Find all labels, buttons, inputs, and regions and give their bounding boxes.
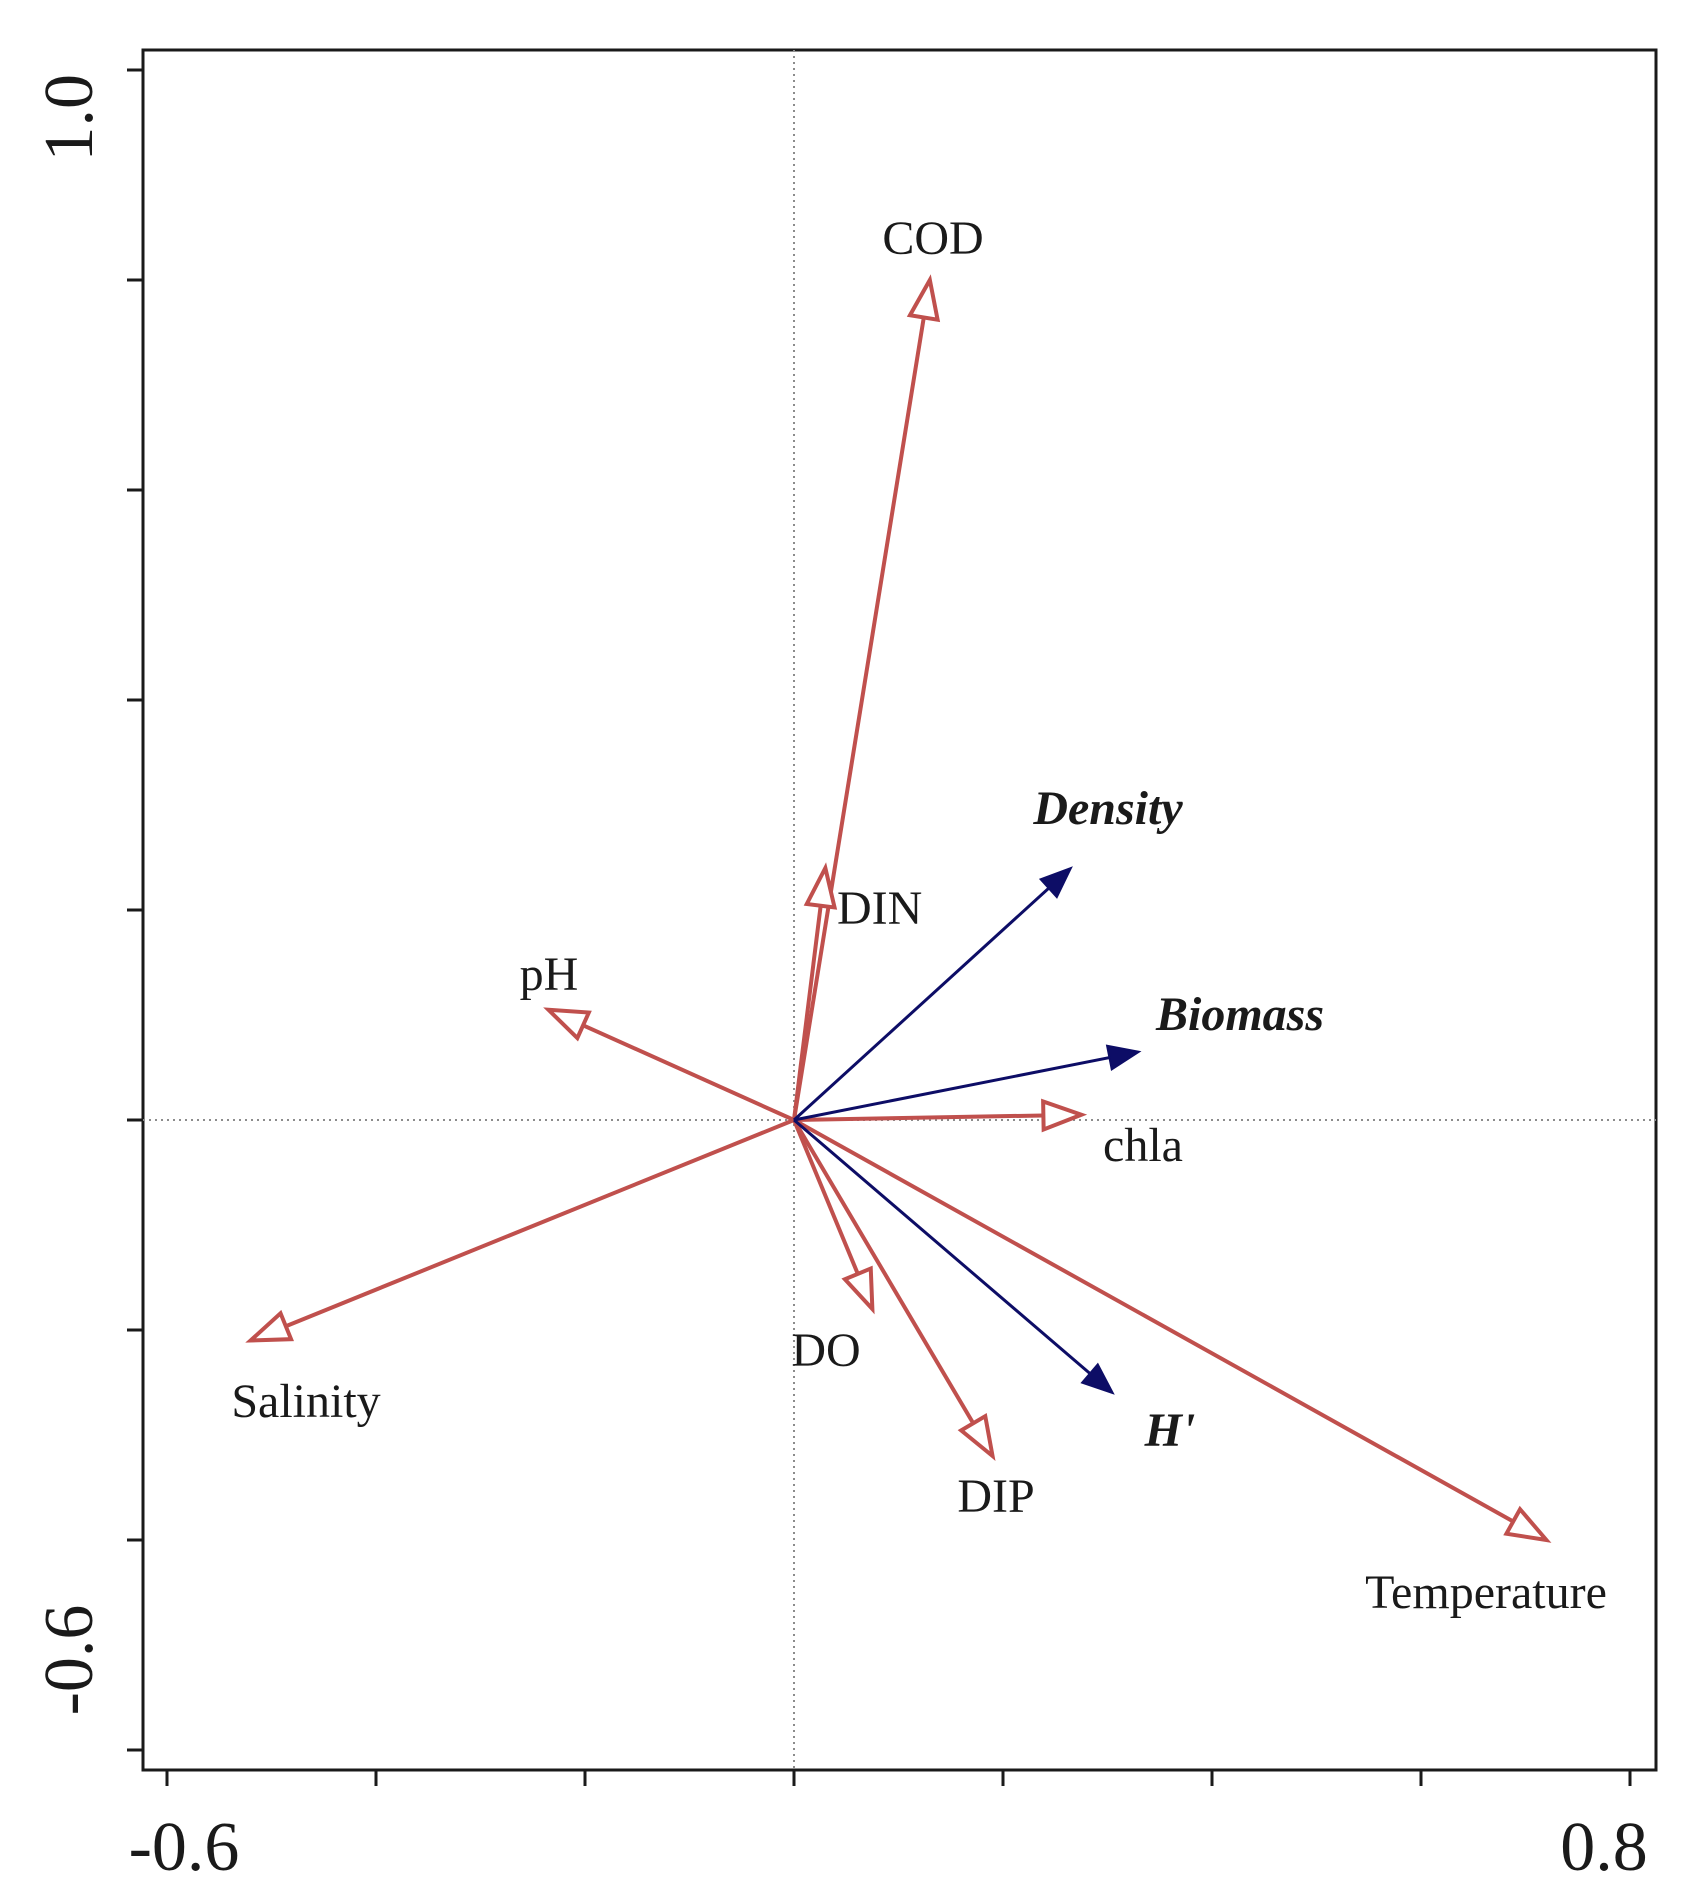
arrow-head [1080, 1362, 1115, 1395]
x-tick-label-min: -0.6 [129, 1809, 240, 1886]
arrow-chla [793, 1098, 1088, 1133]
arrow-shaft [792, 905, 823, 1121]
axis-ticks [127, 68, 1632, 1786]
arrow-head [1041, 1098, 1088, 1133]
label-ph: pH [520, 948, 579, 1001]
arrow-shaft [285, 1118, 795, 1329]
arrows-layer [245, 274, 1552, 1543]
arrow-temperature [793, 1118, 1552, 1543]
label-cod: COD [882, 212, 983, 265]
arrow-labels: COD DIN pH chla Salinity DO DIP Temperat… [231, 212, 1607, 1619]
label-do: DO [791, 1324, 860, 1377]
arrow-head [841, 1265, 875, 1315]
x-tick-label-max: 0.8 [1560, 1809, 1648, 1886]
y-tick-label-min: -0.6 [31, 1605, 108, 1716]
arrow-salinity [245, 1118, 795, 1343]
arrow-shaft [792, 317, 926, 1121]
label-temperature: Temperature [1365, 1566, 1607, 1619]
y-tick-label-max: 1.0 [31, 74, 108, 162]
arrow-head [1503, 1505, 1552, 1543]
arrow-shaft [793, 1113, 1044, 1122]
label-density: Density [1032, 782, 1183, 835]
arrow-shaft [793, 1118, 1110, 1391]
arrow-do [792, 1119, 875, 1315]
arrow-head [803, 862, 838, 910]
arrow-head [543, 1007, 592, 1042]
plot-frame [141, 48, 1658, 1772]
arrow-shaft [792, 870, 1068, 1122]
arrow-head [1038, 866, 1073, 899]
label-dip: DIP [957, 1470, 1034, 1523]
arrow-ph [543, 1007, 795, 1122]
arrow-shaft [793, 1118, 1515, 1524]
arrow-head [906, 274, 941, 323]
label-chla: chla [1103, 1119, 1183, 1172]
label-h-prime: H' [1144, 1404, 1196, 1457]
arrow-shaft [582, 1023, 795, 1122]
arrow-din [792, 862, 838, 1121]
arrow-h [793, 1118, 1115, 1395]
label-salinity: Salinity [231, 1375, 380, 1428]
label-din: DIN [837, 882, 922, 935]
arrow-head [957, 1412, 996, 1461]
arrow-shaft [792, 1119, 860, 1275]
arrow-shaft [792, 1118, 975, 1425]
arrow-head [245, 1309, 295, 1343]
arrow-dip [792, 1118, 996, 1461]
label-biomass: Biomass [1155, 988, 1324, 1041]
arrow-head [1105, 1044, 1142, 1071]
arrow-biomass [793, 1044, 1142, 1122]
arrow-shaft [793, 1051, 1134, 1122]
arrow-density [792, 866, 1073, 1122]
arrow-cod [792, 274, 941, 1121]
